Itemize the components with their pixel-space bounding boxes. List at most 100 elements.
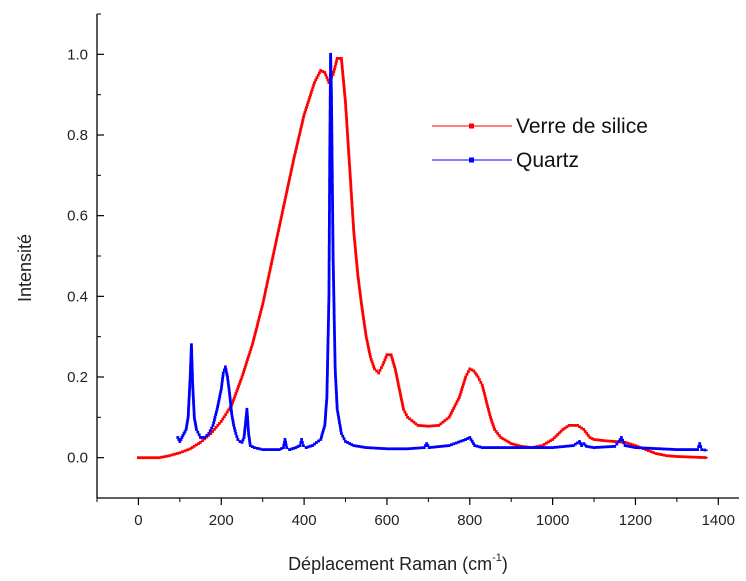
data-point-quartz	[678, 448, 681, 451]
data-point-verre	[249, 348, 253, 352]
data-point-quartz	[331, 246, 335, 250]
data-point-quartz	[247, 434, 251, 438]
data-point-quartz	[372, 446, 376, 450]
data-point-verre	[492, 425, 496, 429]
data-point-verre	[139, 456, 143, 460]
data-point-quartz	[330, 158, 334, 162]
data-point-verre	[499, 436, 503, 439]
data-point-quartz	[336, 410, 340, 414]
data-point-quartz	[243, 425, 247, 429]
x-tick-label: 400	[292, 512, 317, 529]
data-point-verre	[278, 221, 282, 225]
data-point-quartz	[535, 446, 539, 449]
data-point-verre	[392, 362, 396, 366]
data-point-verre	[351, 212, 354, 216]
data-point-verre	[463, 378, 467, 381]
data-point-quartz	[332, 280, 335, 284]
data-point-verre	[364, 330, 367, 333]
data-point-verre	[352, 225, 355, 228]
data-point-quartz	[583, 443, 587, 447]
data-point-quartz	[248, 441, 252, 445]
data-point-quartz	[659, 447, 663, 451]
data-point-quartz	[331, 249, 335, 253]
data-point-verre	[284, 196, 287, 199]
data-point-verre	[582, 428, 586, 431]
data-point-quartz	[330, 132, 334, 136]
data-point-verre	[352, 235, 356, 239]
data-point-verre	[258, 313, 262, 316]
data-point-quartz	[322, 426, 326, 430]
data-point-quartz	[215, 407, 219, 411]
data-point-quartz	[331, 262, 335, 266]
data-point-verre	[605, 439, 609, 443]
data-point-verre	[486, 405, 490, 408]
data-point-quartz	[488, 446, 492, 449]
data-point-verre	[231, 399, 235, 402]
data-point-quartz	[335, 397, 339, 401]
data-point-quartz	[626, 444, 630, 448]
data-point-verre	[348, 176, 352, 179]
data-point-quartz	[292, 446, 296, 450]
data-point-quartz	[327, 318, 330, 321]
data-point-quartz	[494, 446, 497, 449]
data-point-quartz	[647, 446, 650, 450]
data-point-verre	[580, 426, 583, 430]
data-point-quartz	[425, 442, 429, 445]
data-point-quartz	[566, 444, 570, 448]
data-point-verre	[454, 402, 458, 406]
data-point-quartz	[231, 419, 235, 422]
data-point-verre	[654, 452, 658, 455]
data-point-quartz	[229, 406, 233, 410]
data-point-quartz	[328, 138, 332, 142]
data-point-quartz	[331, 202, 334, 206]
data-point-quartz	[321, 431, 325, 434]
data-point-verre	[696, 455, 699, 459]
data-point-quartz	[226, 378, 230, 382]
data-point-quartz	[223, 368, 226, 372]
data-point-verre	[414, 422, 418, 426]
data-point-verre	[395, 375, 399, 378]
data-point-verre	[364, 335, 368, 339]
data-point-verre	[475, 373, 479, 377]
data-point-verre	[351, 220, 355, 223]
data-point-quartz	[440, 444, 443, 448]
data-point-quartz	[333, 362, 337, 366]
data-point-quartz	[512, 446, 516, 449]
data-point-quartz	[177, 438, 181, 441]
data-point-verre	[247, 353, 251, 357]
data-point-quartz	[331, 189, 334, 193]
data-point-verre	[473, 371, 477, 375]
data-point-quartz	[211, 424, 215, 427]
data-point-quartz	[507, 446, 510, 449]
data-point-quartz	[335, 400, 339, 404]
data-point-verre	[391, 360, 395, 364]
data-point-quartz	[468, 436, 472, 439]
data-point-quartz	[331, 186, 334, 190]
data-point-verre	[280, 211, 284, 215]
data-point-quartz	[331, 210, 334, 214]
data-point-verre	[276, 234, 279, 237]
data-point-quartz	[192, 415, 196, 419]
data-point-verre	[288, 175, 292, 179]
data-point-verre	[285, 190, 289, 194]
data-point-verre	[357, 279, 360, 283]
data-point-verre	[348, 163, 351, 167]
data-point-quartz	[330, 127, 334, 130]
data-point-verre	[693, 455, 697, 459]
data-point-quartz	[341, 434, 345, 438]
data-point-verre	[496, 432, 500, 435]
data-point-verre	[685, 455, 689, 459]
data-point-quartz	[327, 242, 331, 246]
data-point-verre	[352, 227, 355, 231]
data-point-verre	[347, 158, 351, 161]
data-point-quartz	[315, 441, 318, 444]
data-point-quartz	[327, 310, 330, 314]
data-point-quartz	[192, 413, 196, 416]
data-point-quartz	[332, 275, 335, 279]
data-point-quartz	[327, 279, 331, 282]
data-point-quartz	[331, 194, 334, 198]
data-point-quartz	[191, 389, 195, 392]
data-point-verre	[218, 422, 221, 425]
data-point-quartz	[327, 260, 331, 264]
data-point-quartz	[216, 405, 219, 409]
